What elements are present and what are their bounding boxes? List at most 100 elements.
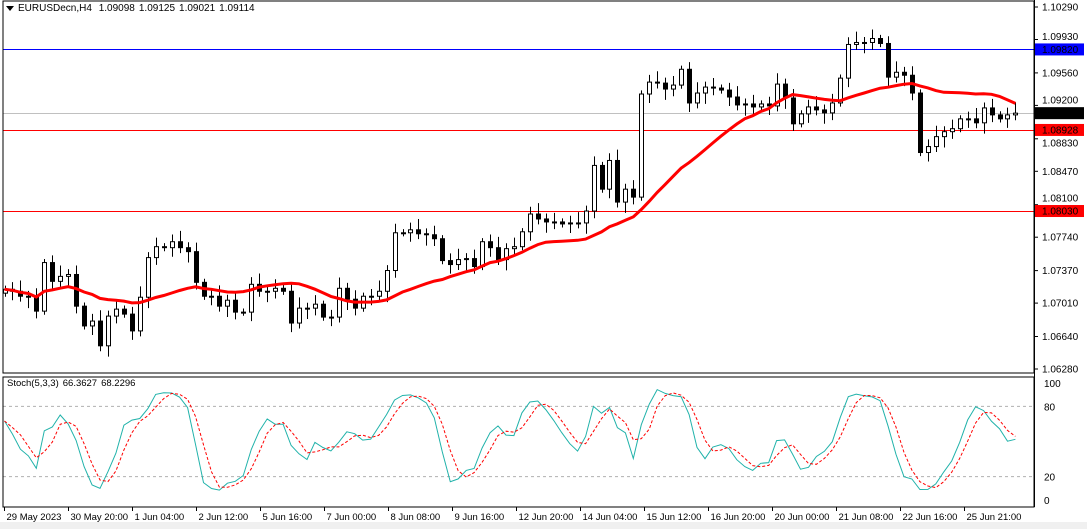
time-tick-label: 9 Jun 16:00	[455, 512, 505, 523]
candle	[998, 111, 1003, 123]
candle-body	[249, 283, 254, 313]
candle	[448, 253, 453, 274]
time-tick-label: 29 May 2023	[7, 512, 62, 523]
time-tick-label: 30 May 20:00	[71, 512, 129, 523]
candle	[775, 73, 780, 112]
stochastic-label: Stoch(5,3,3)	[7, 378, 59, 389]
candle-body	[623, 188, 628, 203]
symbol-label: EURUSDecn,H4	[18, 3, 92, 14]
candle	[416, 218, 421, 240]
candle	[822, 104, 827, 124]
candle	[568, 215, 573, 233]
price-panel[interactable]	[3, 29, 1034, 357]
candle	[440, 235, 445, 265]
candle-body	[950, 128, 955, 133]
price-label-tag-text: 1.08030	[1042, 207, 1079, 218]
candle-body	[576, 222, 581, 225]
time-tick-label: 20 Jun 00:00	[775, 512, 830, 523]
candle	[544, 213, 549, 233]
candle	[751, 94, 756, 115]
stochastic-axis-label: 100	[1044, 379, 1061, 390]
time-tick-label: 14 Jun 04:00	[583, 512, 638, 523]
candle-body	[966, 118, 971, 121]
bottom-strip	[0, 522, 1087, 529]
price-tick-label: 1.07370	[1042, 266, 1079, 277]
candle-body	[695, 92, 700, 104]
candle	[1013, 102, 1018, 121]
candle	[265, 285, 270, 303]
time-tick-label: 8 Jun 08:00	[391, 512, 441, 523]
candle-body	[186, 247, 191, 253]
chart-header: EURUSDecn,H4 1.09098 1.09125 1.09021 1.0911…	[6, 3, 259, 14]
candle-body	[799, 113, 804, 125]
candle-body	[520, 231, 525, 248]
candle-body	[854, 41, 859, 45]
triangle-down-icon[interactable]	[6, 5, 14, 11]
candle	[345, 282, 350, 311]
candle-body	[671, 84, 676, 90]
candle	[878, 34, 883, 48]
candle-body	[568, 222, 573, 225]
candle	[735, 86, 740, 111]
candle-body	[814, 106, 819, 111]
candle-body	[297, 307, 302, 324]
candle	[671, 76, 676, 97]
candle	[663, 77, 668, 100]
candle	[639, 90, 644, 201]
time-tick-label: 22 Jun 16:00	[903, 512, 958, 523]
ohlc-open: 1.09098	[98, 3, 135, 14]
candle	[130, 306, 135, 340]
candle-body	[194, 251, 199, 283]
candle	[58, 265, 63, 287]
candle-body	[289, 290, 294, 324]
price-tick-label: 1.07740	[1042, 233, 1079, 244]
candle-body	[130, 313, 135, 332]
candle	[186, 242, 191, 263]
candle-body	[321, 303, 326, 318]
candle	[592, 156, 597, 219]
time-tick-label: 21 Jun 08:00	[839, 512, 894, 523]
candle	[321, 300, 326, 321]
candle-body	[241, 311, 246, 314]
candle-body	[918, 92, 923, 154]
candle-body	[281, 287, 286, 292]
candle-body	[727, 89, 732, 98]
candle	[512, 237, 517, 256]
candle-body	[401, 232, 406, 235]
candle	[90, 313, 95, 335]
moving-average-line	[4, 81, 1017, 305]
candle	[679, 65, 684, 89]
candle	[106, 310, 111, 357]
stochastic-axis-label: 20	[1044, 473, 1056, 484]
candle-body	[26, 295, 31, 298]
candle-body	[337, 287, 342, 318]
candle-body	[759, 103, 764, 108]
candle	[122, 305, 127, 318]
price-panel-border	[2, 0, 1035, 374]
candle	[600, 161, 605, 193]
candle-body	[440, 238, 445, 262]
candle-body	[592, 164, 597, 212]
candle	[194, 242, 199, 290]
candle-body	[862, 41, 867, 44]
candle-body	[1013, 112, 1018, 116]
candle	[66, 269, 71, 288]
candle-body	[416, 229, 421, 235]
candle-body	[98, 320, 103, 347]
candle-body	[584, 210, 589, 224]
candle-body	[830, 102, 835, 114]
candle	[806, 99, 811, 123]
candle-body	[552, 221, 557, 224]
candle-body	[58, 275, 63, 282]
candle	[464, 253, 469, 271]
stochastic-axis-label: 0	[1044, 496, 1050, 507]
candle	[918, 89, 923, 157]
stochastic-panel[interactable]: 100 80 20 0	[3, 379, 1061, 507]
candle	[281, 284, 286, 295]
candle	[289, 284, 294, 333]
candle-body	[982, 107, 987, 124]
price-tick-label: 1.06280	[1042, 365, 1079, 376]
candle-body	[719, 87, 724, 91]
candle-body	[639, 93, 644, 198]
